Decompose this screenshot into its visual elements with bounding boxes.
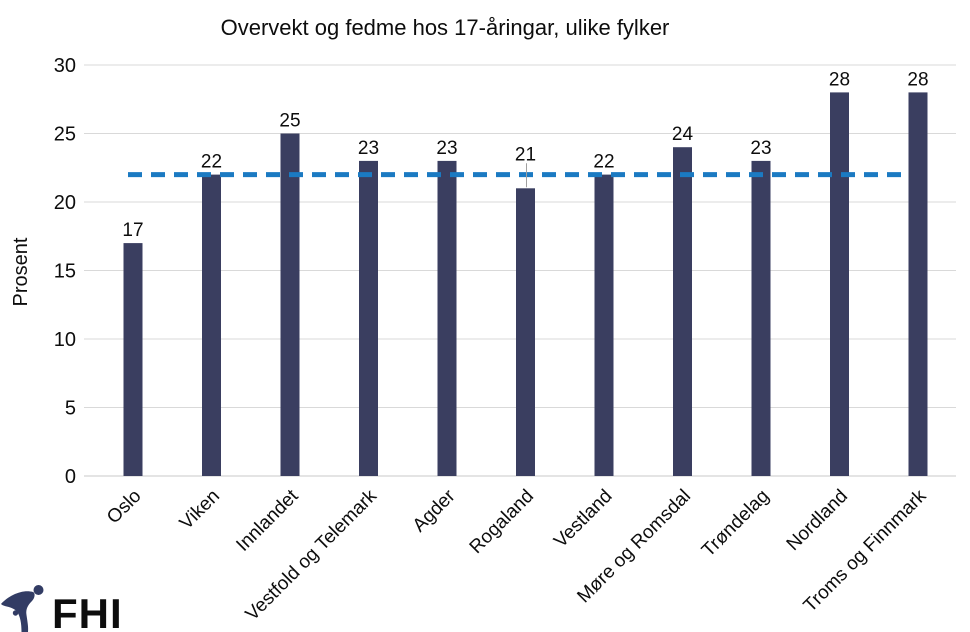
chart-title: Overvekt og fedme hos 17-åringar, ulike … bbox=[221, 15, 670, 40]
x-tick-label: Nordland bbox=[783, 486, 852, 555]
bar bbox=[280, 133, 300, 476]
y-tick-label: 0 bbox=[65, 466, 76, 488]
bar-value-label: 22 bbox=[201, 152, 222, 173]
x-tick-label: Innlandet bbox=[232, 485, 303, 556]
fhi-logo-small-dot bbox=[12, 610, 19, 616]
bar-value-label: 22 bbox=[593, 152, 614, 173]
y-tick-label: 20 bbox=[54, 192, 76, 214]
bar bbox=[751, 160, 771, 476]
x-tick-label: Rogaland bbox=[466, 486, 538, 558]
y-axis-title: Prosent bbox=[10, 237, 32, 306]
bar bbox=[202, 174, 221, 476]
bar-value-label: 25 bbox=[279, 111, 300, 132]
bar-value-label: 23 bbox=[436, 138, 457, 159]
bar-value-label: 23 bbox=[358, 138, 379, 159]
bar-value-label: 28 bbox=[829, 69, 850, 90]
bar bbox=[516, 188, 535, 477]
fhi-logo: FHI bbox=[1, 585, 123, 632]
bar-value-label: 28 bbox=[907, 69, 928, 90]
y-tick-label: 30 bbox=[54, 55, 76, 77]
bar bbox=[123, 243, 143, 476]
y-tick-label: 15 bbox=[54, 261, 76, 283]
bar bbox=[437, 160, 457, 476]
bar-value-label: 24 bbox=[672, 124, 694, 145]
y-tick-label: 25 bbox=[54, 124, 76, 146]
x-tick-label: Viken bbox=[176, 486, 224, 534]
bar bbox=[908, 92, 928, 477]
x-tick-label: Agder bbox=[409, 485, 460, 536]
x-tick-label: Trøndelag bbox=[698, 486, 774, 562]
bar bbox=[673, 147, 692, 476]
bar bbox=[830, 92, 849, 477]
bar-value-label: 21 bbox=[515, 144, 536, 165]
fhi-logo-small-dot bbox=[19, 603, 25, 609]
x-tick-label: Oslo bbox=[103, 486, 145, 528]
x-tick-label: Vestfold og Telemark bbox=[242, 485, 382, 625]
bar-value-label: 23 bbox=[750, 138, 771, 159]
bar bbox=[594, 174, 614, 476]
x-tick-label: Vestland bbox=[550, 486, 616, 552]
bar bbox=[359, 160, 378, 476]
bar-value-label: 17 bbox=[122, 220, 143, 241]
y-tick-label: 10 bbox=[54, 329, 76, 351]
y-tick-label: 5 bbox=[65, 398, 76, 420]
fhi-logo-head-dot bbox=[33, 585, 44, 595]
fhi-logo-text: FHI bbox=[52, 590, 123, 632]
